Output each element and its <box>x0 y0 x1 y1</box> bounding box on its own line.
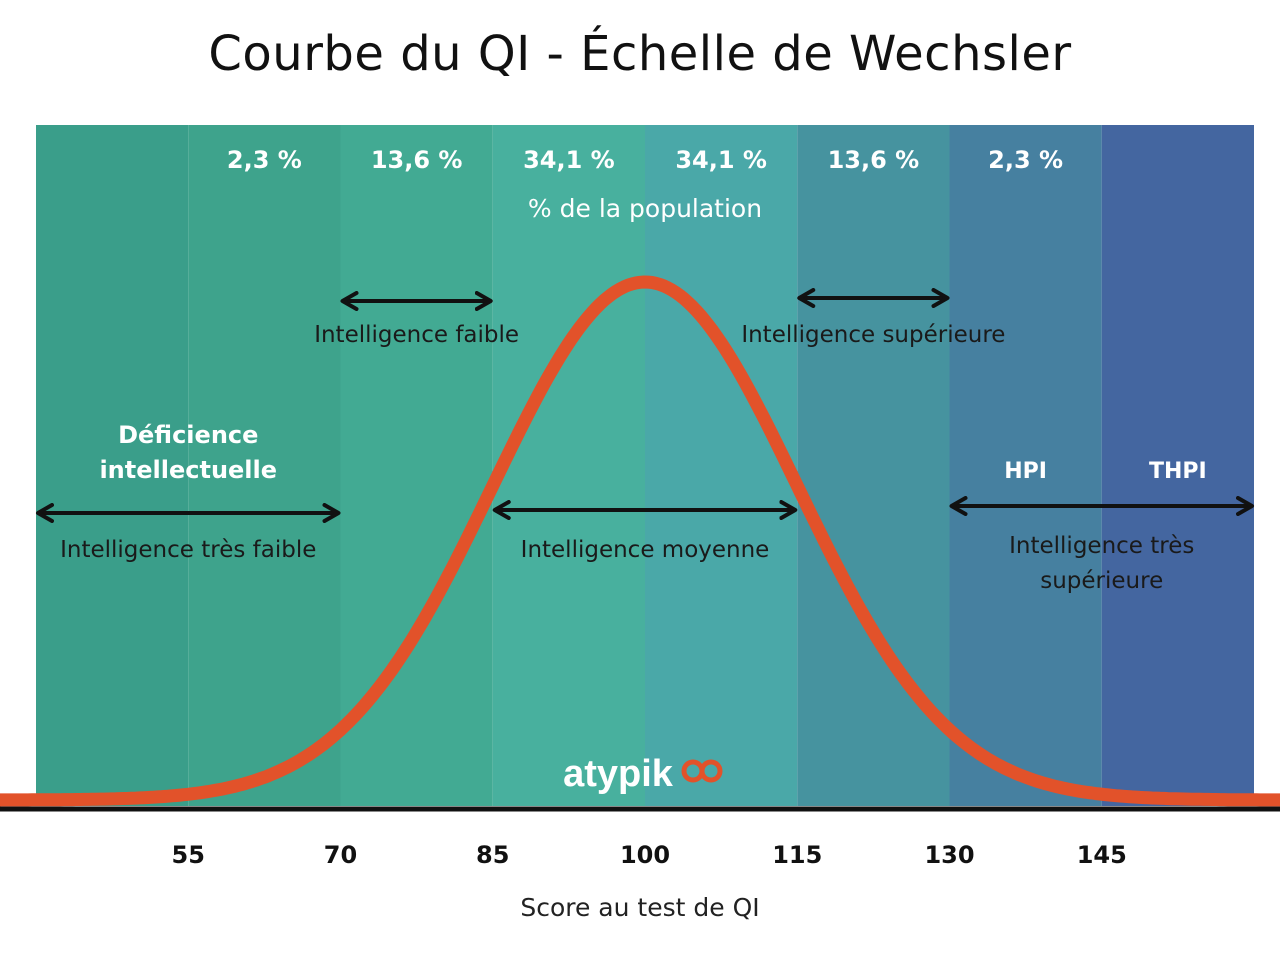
curve-layer <box>0 275 1280 807</box>
category-label-superieure-line-0: Intelligence supérieure <box>741 322 1005 348</box>
percent-caption: % de la population <box>528 194 762 223</box>
band-percent-label-0: 2,3 % <box>227 146 302 174</box>
x-axis: 55 70 85 100 115 130 145 Score au test de QI <box>0 806 1280 922</box>
category-label-tres-faible: Intelligence très faible <box>60 537 316 563</box>
x-tick-label-2: 85 <box>476 841 509 869</box>
x-tick-label-1: 70 <box>324 841 357 869</box>
x-tick-label-3: 100 <box>620 841 670 869</box>
band-3 <box>492 125 645 806</box>
chart-labels: 2,3 % 13,6 % 34,1 % 34,1 % 13,6 % 2,3 % % de l… <box>36 146 1254 594</box>
hpi-label: HPI <box>1004 459 1047 484</box>
x-tick-label-6: 145 <box>1077 841 1127 869</box>
chart-title: Courbe du QI - Échelle de Wechsler <box>208 26 1072 82</box>
band-percent-label-4: 13,6 % <box>828 146 920 174</box>
category-label-moyenne: Intelligence moyenne <box>521 537 770 563</box>
band-2 <box>340 125 493 806</box>
band-percent-label-5: 2,3 % <box>988 146 1063 174</box>
category-label-tres-superieure-line-0: Intelligence très <box>1009 533 1194 559</box>
infinity-icon <box>681 759 723 783</box>
band-6 <box>949 125 1102 806</box>
atypik-logo: atypik <box>563 753 723 795</box>
deficiency-heading-line-1: intellectuelle <box>99 456 277 484</box>
logo-text: atypik <box>563 753 674 795</box>
x-tick-label-4: 115 <box>772 841 822 869</box>
deficiency-heading-line-0: Déficience <box>118 421 258 449</box>
thpi-label: THPI <box>1149 459 1207 484</box>
x-tick-label-0: 55 <box>172 841 205 869</box>
band-1 <box>188 125 341 806</box>
band-percent-label-1: 13,6 % <box>371 146 463 174</box>
x-tick-label-5: 130 <box>924 841 974 869</box>
category-label-faible-line-0: Intelligence faible <box>314 322 519 348</box>
band-percent-label-3: 34,1 % <box>675 146 767 174</box>
band-4 <box>645 125 798 806</box>
band-percent-label-2: 34,1 % <box>523 146 615 174</box>
x-axis-title: Score au test de QI <box>520 893 759 922</box>
bell-curve <box>0 275 1280 807</box>
population-bands <box>36 125 1254 806</box>
category-label-tres-superieure-line-1: supérieure <box>1040 568 1163 594</box>
band-7 <box>1101 125 1254 806</box>
band-0 <box>36 125 189 806</box>
band-5 <box>797 125 950 806</box>
